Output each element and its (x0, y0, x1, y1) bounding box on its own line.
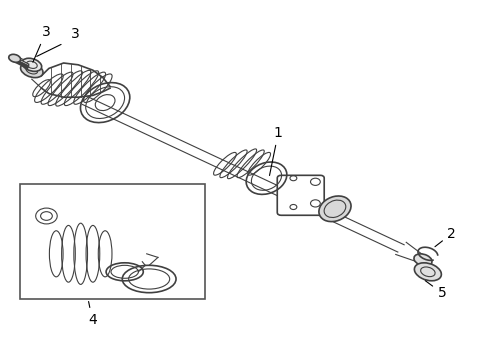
Ellipse shape (413, 263, 441, 281)
Text: 3: 3 (33, 25, 50, 62)
Text: 3: 3 (71, 27, 80, 41)
Ellipse shape (413, 254, 431, 266)
Text: 1: 1 (269, 126, 282, 175)
Ellipse shape (9, 54, 20, 62)
Ellipse shape (22, 58, 41, 71)
Text: 5: 5 (425, 281, 446, 300)
Text: 4: 4 (88, 302, 97, 327)
Ellipse shape (318, 196, 350, 222)
Ellipse shape (20, 63, 43, 78)
Text: 2: 2 (434, 226, 455, 247)
FancyBboxPatch shape (277, 175, 324, 215)
Bar (20, 184, 205, 299)
